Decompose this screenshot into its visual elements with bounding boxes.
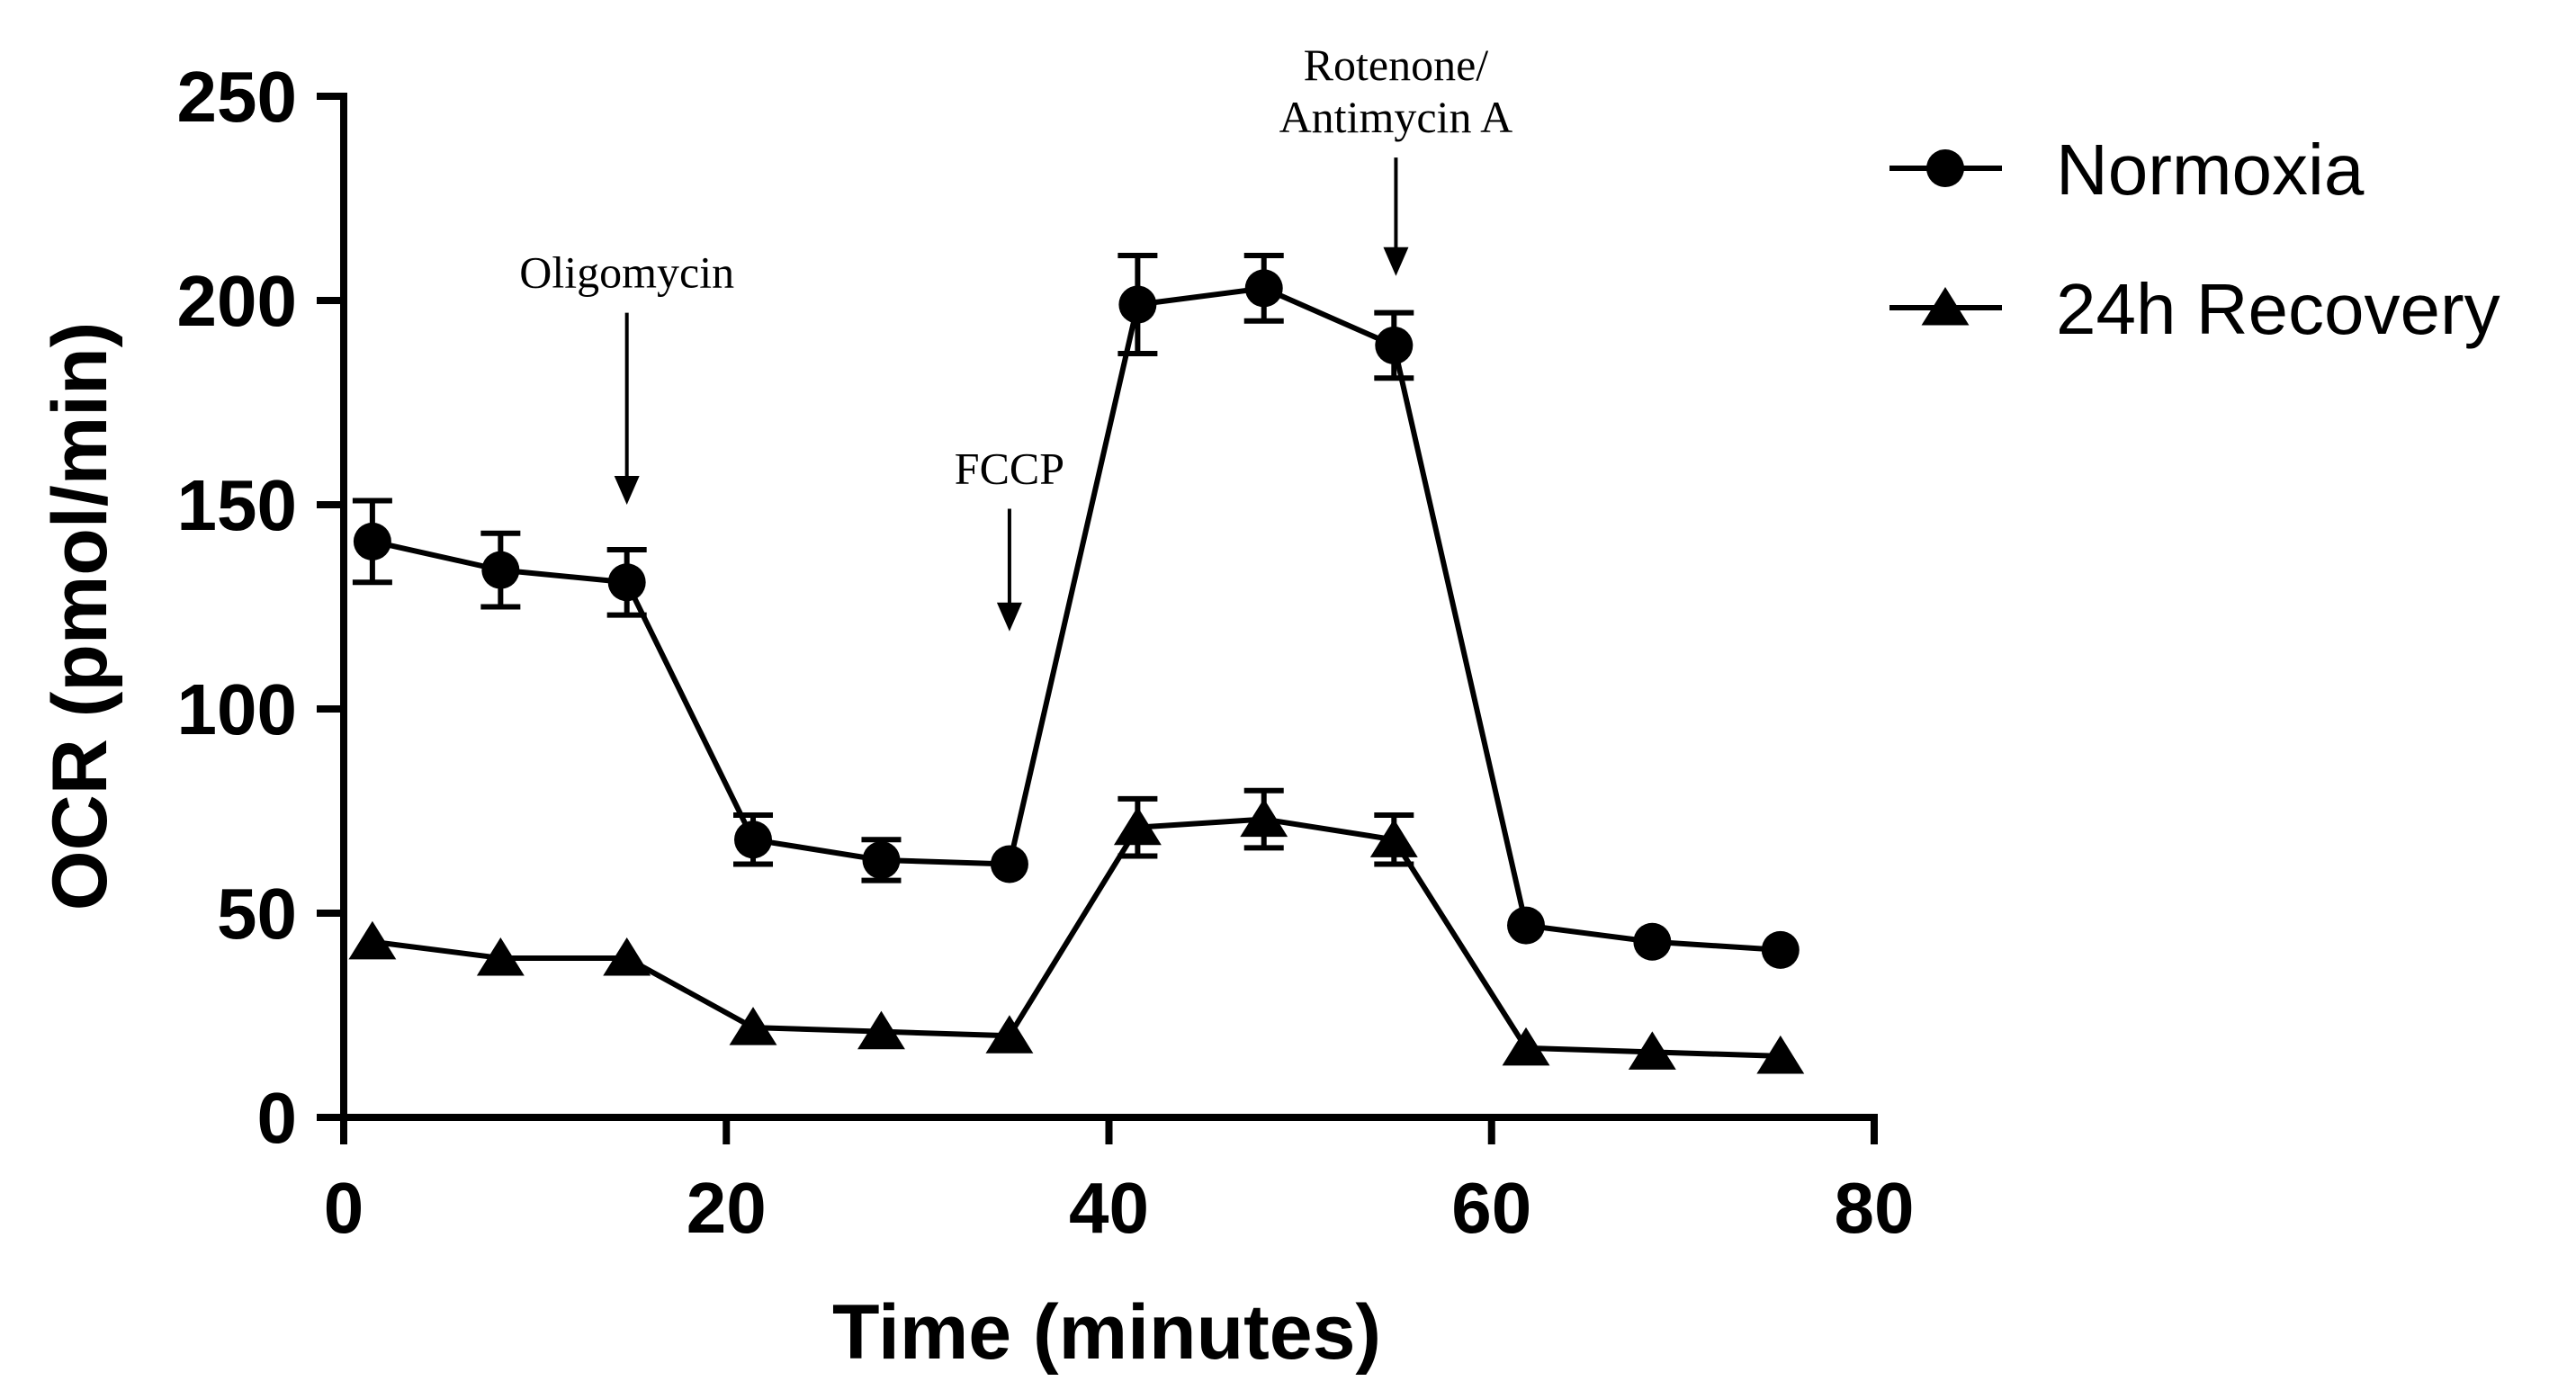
legend-item: 24h Recovery [1889, 269, 2500, 349]
data-point [1118, 285, 1157, 324]
x-tick-label: 20 [687, 1168, 767, 1248]
y-tick-label: 150 [177, 465, 297, 545]
annotation: Oligomycin [519, 247, 734, 505]
axes: 0 50 100 150 200 250 0 20 40 60 80 [177, 57, 1915, 1248]
data-point [1369, 819, 1418, 857]
data-point [476, 937, 525, 976]
data-point [1244, 269, 1283, 308]
legend-label: 24h Recovery [2056, 269, 2500, 349]
plot-area [348, 253, 1805, 1074]
x-tick-label: 40 [1069, 1168, 1149, 1248]
x-tick-label: 60 [1451, 1168, 1531, 1248]
legend-item: Normoxia [1889, 130, 2365, 210]
legend: Normoxia 24h Recovery [1889, 130, 2500, 349]
y-tick-label: 250 [177, 57, 297, 137]
y-tick-label: 0 [257, 1078, 298, 1158]
series-line [372, 285, 1782, 953]
data-point [1633, 922, 1672, 961]
annotation-arrowhead [1383, 247, 1409, 276]
x-tick-label: 80 [1835, 1168, 1915, 1248]
annotation-label: Oligomycin [519, 247, 734, 298]
y-tick-label: 100 [177, 669, 297, 749]
legend-marker [1921, 287, 1970, 326]
annotations: Oligomycin FCCP Rotenone/Antimycin A [519, 40, 1512, 632]
data-point [603, 937, 651, 976]
y-tick-label: 200 [177, 261, 297, 341]
series-normoxia [352, 253, 1800, 969]
data-point [353, 522, 391, 560]
annotation: FCCP [955, 444, 1064, 632]
data-point [729, 1007, 777, 1045]
data-point [1113, 806, 1162, 846]
x-axis-title: Time (minutes) [832, 1289, 1381, 1376]
data-point [734, 821, 773, 859]
series-recovery [348, 787, 1805, 1074]
x-tick-label: 0 [324, 1168, 364, 1248]
data-point [1756, 1035, 1805, 1074]
annotation-arrowhead [996, 602, 1022, 632]
data-point [857, 1010, 905, 1050]
data-point [1375, 326, 1414, 364]
y-axis-title: OCR (pmol/min) [37, 322, 123, 911]
annotation-arrowhead [614, 476, 640, 505]
legend-label: Normoxia [2056, 130, 2365, 210]
data-point [990, 845, 1028, 883]
data-point [1507, 906, 1546, 945]
annotation-label: Rotenone/ [1304, 40, 1489, 90]
data-point [1502, 1027, 1550, 1066]
legend-marker [1926, 149, 1964, 187]
series-line [372, 816, 1781, 1059]
data-point [862, 840, 901, 879]
data-point [1240, 798, 1288, 838]
data-point [985, 1015, 1034, 1054]
annotation-label: FCCP [955, 444, 1064, 494]
data-point [1761, 930, 1800, 969]
annotation: Rotenone/Antimycin A [1279, 40, 1513, 276]
data-point [481, 551, 520, 589]
data-point [607, 563, 646, 602]
y-tick-label: 50 [217, 874, 297, 954]
data-point [1628, 1031, 1676, 1070]
data-point [348, 920, 397, 960]
annotation-label: Antimycin A [1279, 92, 1513, 142]
